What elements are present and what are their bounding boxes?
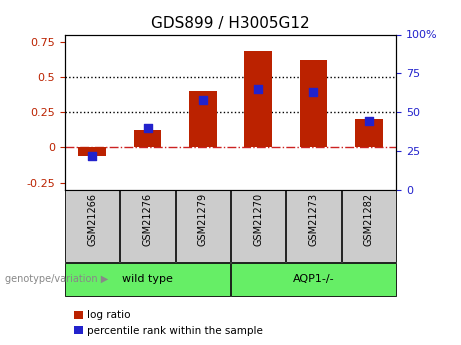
Bar — [355, 119, 383, 147]
Bar — [189, 91, 217, 147]
Text: genotype/variation ▶: genotype/variation ▶ — [5, 275, 108, 284]
Bar — [78, 147, 106, 156]
Bar — [134, 130, 161, 147]
Title: GDS899 / H3005G12: GDS899 / H3005G12 — [151, 16, 310, 31]
Legend: log ratio, percentile rank within the sample: log ratio, percentile rank within the sa… — [70, 306, 267, 340]
Text: GSM21276: GSM21276 — [142, 193, 153, 246]
Point — [199, 97, 207, 102]
FancyBboxPatch shape — [65, 263, 230, 296]
Point — [89, 153, 96, 158]
Point — [144, 125, 151, 130]
Text: GSM21270: GSM21270 — [253, 193, 263, 246]
FancyBboxPatch shape — [286, 190, 341, 262]
FancyBboxPatch shape — [120, 190, 175, 262]
FancyBboxPatch shape — [176, 190, 230, 262]
Bar — [244, 51, 272, 147]
Text: GSM21266: GSM21266 — [87, 193, 97, 246]
FancyBboxPatch shape — [231, 263, 396, 296]
FancyBboxPatch shape — [231, 190, 285, 262]
Point — [365, 119, 372, 124]
FancyBboxPatch shape — [65, 190, 119, 262]
Text: GSM21273: GSM21273 — [308, 193, 319, 246]
Text: GSM21279: GSM21279 — [198, 193, 208, 246]
Text: wild type: wild type — [122, 275, 173, 284]
Bar — [300, 60, 327, 147]
Text: AQP1-/-: AQP1-/- — [293, 275, 334, 284]
Point — [310, 89, 317, 95]
Point — [254, 86, 262, 91]
Text: GSM21282: GSM21282 — [364, 193, 374, 246]
FancyBboxPatch shape — [342, 190, 396, 262]
